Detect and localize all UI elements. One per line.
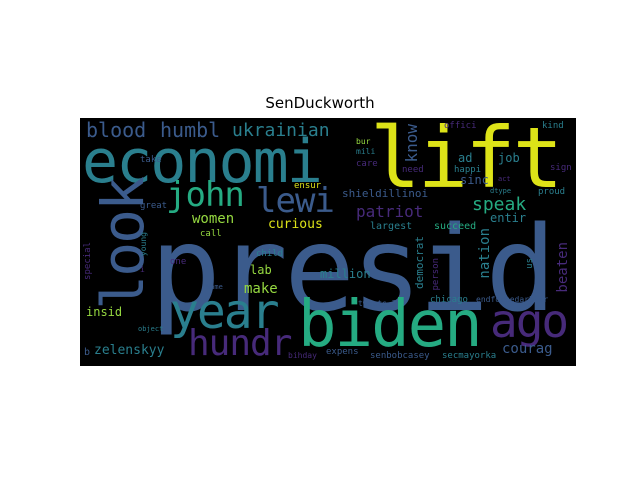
word-endforcedarbitr: endforcedarbitr (476, 295, 549, 304)
word-lewi: lewi (256, 181, 335, 221)
word-biden: biden (298, 288, 483, 362)
word-secmayorka: secmayorka (442, 351, 497, 361)
word-zelenskyy: zelenskyy (94, 343, 165, 358)
word-one: one (170, 257, 187, 267)
word-cloud: presid lift economi biden look year ago … (80, 118, 576, 366)
word-courag: courag (502, 341, 553, 357)
word-call: call (200, 229, 222, 239)
word-care: care (356, 159, 378, 169)
word-ad: ad (458, 151, 473, 165)
word-happi: happi (454, 165, 482, 175)
word-take: take (140, 155, 162, 165)
word-ago: ago (490, 294, 569, 348)
word-object: object (138, 325, 164, 333)
word-succeed: succeed (434, 221, 477, 232)
word-lift: lift (370, 118, 563, 207)
word-sinc: sinc (460, 173, 489, 187)
word-presid: presid (150, 200, 556, 338)
word-john: john (166, 175, 245, 215)
word-need: need (402, 165, 424, 175)
word-ensur: ensur (294, 181, 322, 191)
word-largest: largest (370, 221, 413, 232)
word-child: child (256, 249, 284, 259)
word-beaten: beaten (555, 242, 571, 293)
word-insid: insid (86, 305, 123, 319)
word-economi: economi (82, 127, 323, 197)
word-curious: curious (268, 217, 323, 232)
word-great: great (140, 201, 168, 211)
word-senbobcasey: senbobcasey (370, 351, 430, 361)
word-name: Name (206, 283, 223, 291)
word-act: act (498, 175, 511, 183)
word-proud: proud (538, 187, 566, 197)
word-bur: bur (356, 137, 371, 146)
word-bihday: bihday (288, 351, 317, 360)
word-kind: kind (542, 121, 564, 131)
word-special: special (83, 242, 93, 280)
word-entir: entir (490, 211, 527, 225)
word-blood: blood (86, 118, 147, 142)
word-dtype: dtype (490, 187, 512, 195)
word-year: year (170, 284, 280, 340)
word-person: person (431, 258, 441, 291)
word-women: women (192, 211, 235, 227)
word-know: know (402, 124, 421, 163)
word-make: make (244, 281, 278, 297)
word-hundr: hundr (188, 323, 292, 364)
word-million: million (320, 267, 371, 281)
word-b: b (84, 347, 91, 358)
word-humbl: humbl (160, 118, 221, 142)
word-mili: mili (356, 147, 376, 156)
word-chicago: chicago (430, 295, 468, 305)
word-shieldillinoi: shieldillinoi (342, 187, 429, 200)
word-speak: speak (472, 194, 527, 215)
word-ukrainian: ukrainian (232, 120, 330, 141)
word-job: job (498, 151, 520, 165)
word-democrat: democrat (413, 236, 426, 289)
word-i: i (140, 265, 145, 274)
word-expens: expens (326, 347, 359, 357)
word-young: young (139, 232, 148, 257)
word-tweets_2: tweets_2 (358, 299, 397, 308)
word-nation: nation (477, 228, 493, 279)
word-sign: sign (550, 163, 572, 173)
word-us: us (525, 258, 535, 269)
word-patriot: patriot (356, 202, 424, 221)
word-lab: lab (250, 263, 272, 277)
chart-title: SenDuckworth (265, 94, 375, 112)
word-offici: offici (444, 121, 477, 131)
